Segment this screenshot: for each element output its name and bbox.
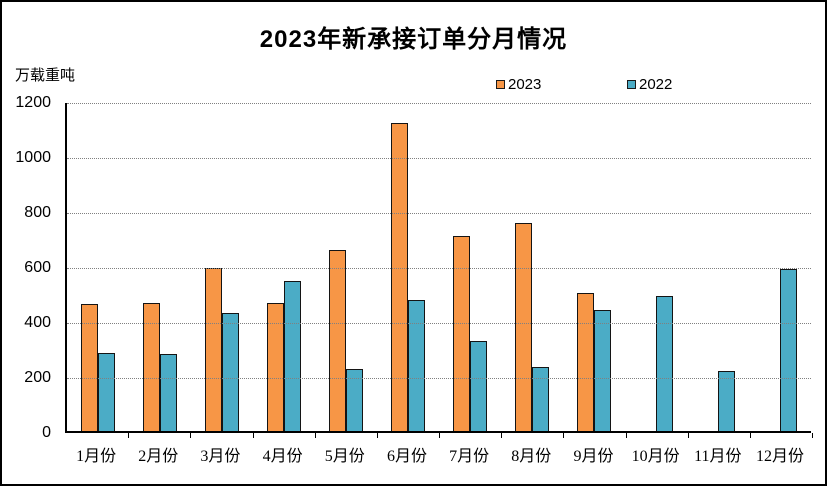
x-axis-label-12月份: 12月份 [755,448,804,465]
x-axis-label-9月份: 9月份 [573,448,614,465]
x-axis-label-8月份: 8月份 [511,448,552,465]
bar-group-8月份 [501,103,563,431]
bar-2023-3月份 [205,268,222,431]
bar-group-7月份 [439,103,501,431]
gridline-y-1200 [67,103,811,104]
bar-2023-6月份 [391,122,408,431]
x-axis-tick-3 [253,433,254,438]
bar-2023-5月份 [329,250,346,431]
bar-2022-2月份 [160,353,177,431]
legend-item-2023: 2023 [496,76,541,93]
bar-2022-11月份 [718,370,735,431]
bar-2023-8月份 [515,223,532,431]
x-axis-tick-12 [812,433,813,438]
bar-2022-5月份 [346,368,363,431]
legend-label-2022: 2022 [639,76,673,93]
bar-group-12月份 [749,103,811,431]
bar-2022-8月份 [532,366,549,431]
chart-title: 2023年新承接订单分月情况 [259,26,568,53]
y-tick-label-1000: 1000 [15,149,51,166]
gridline-y-600 [67,268,811,269]
bar-2022-12月份 [780,268,797,431]
x-axis-tick-4 [315,433,316,438]
bar-2022-1月份 [98,353,115,431]
bar-2023-1月份 [81,304,98,431]
y-tick-label-400: 400 [24,314,51,331]
bar-2022-4月份 [284,280,301,431]
x-axis-label-10月份: 10月份 [631,448,680,465]
bar-groups [67,103,811,431]
legend-item-2022: 2022 [627,76,672,93]
bar-2023-4月份 [267,302,284,431]
bar-group-9月份 [563,103,625,431]
bar-2022-7月份 [470,341,487,431]
x-axis-tick-1 [128,433,129,438]
bar-group-5月份 [315,103,377,431]
bar-group-3月份 [191,103,253,431]
x-axis-tick-10 [688,433,689,438]
bar-group-4月份 [253,103,315,431]
legend-swatch-2023 [496,80,505,89]
bar-group-1月份 [67,103,129,431]
y-tick-label-1200: 1200 [15,94,51,111]
x-axis-tick-11 [750,433,751,438]
y-tick-label-0: 0 [42,424,51,441]
gridline-y-200 [67,378,811,379]
bar-2023-7月份 [453,236,470,431]
gridline-y-800 [67,213,811,214]
x-axis-label-3月份: 3月份 [200,448,241,465]
x-axis-tick-5 [377,433,378,438]
y-tick-label-600: 600 [24,259,51,276]
x-axis-tick-6 [439,433,440,438]
x-axis-label-6月份: 6月份 [386,448,427,465]
bar-2022-9月份 [594,310,611,431]
x-axis-label-11月份: 11月份 [694,448,742,465]
bar-group-6月份 [377,103,439,431]
bar-2022-6月份 [408,300,425,431]
plot-area [65,103,813,438]
bar-2022-3月份 [222,313,239,431]
gridline-y-400 [67,323,811,324]
x-axis-labels: 1月份 2月份 3月份 4月份 5月份 6月份 7月份 8月份 9月份 10月份 11月份 12月份 [65,442,811,466]
y-tick-label-200: 200 [24,369,51,386]
gridline-y-1000 [67,158,811,159]
x-axis-label-7月份: 7月份 [449,448,490,465]
bar-2023-2月份 [143,303,160,431]
bar-2023-9月份 [577,293,594,431]
x-axis-tick-9 [626,433,627,438]
y-axis-unit-label: 万载重吨 [15,67,76,84]
x-axis-tick-2 [190,433,191,438]
y-tick-label-800: 800 [24,204,51,221]
bar-group-11月份 [687,103,749,431]
legend-swatch-2022 [627,80,636,89]
bar-group-10月份 [625,103,687,431]
x-axis-label-5月份: 5月份 [324,448,365,465]
x-axis-tick-8 [563,433,564,438]
x-axis-tick-7 [501,433,502,438]
legend-label-2023: 2023 [508,76,542,93]
x-axis-label-4月份: 4月份 [262,448,303,465]
x-axis-label-1月份: 1月份 [76,448,117,465]
x-axis-label-2月份: 2月份 [138,448,179,465]
bar-group-2月份 [129,103,191,431]
bar-2022-10月份 [656,296,673,431]
